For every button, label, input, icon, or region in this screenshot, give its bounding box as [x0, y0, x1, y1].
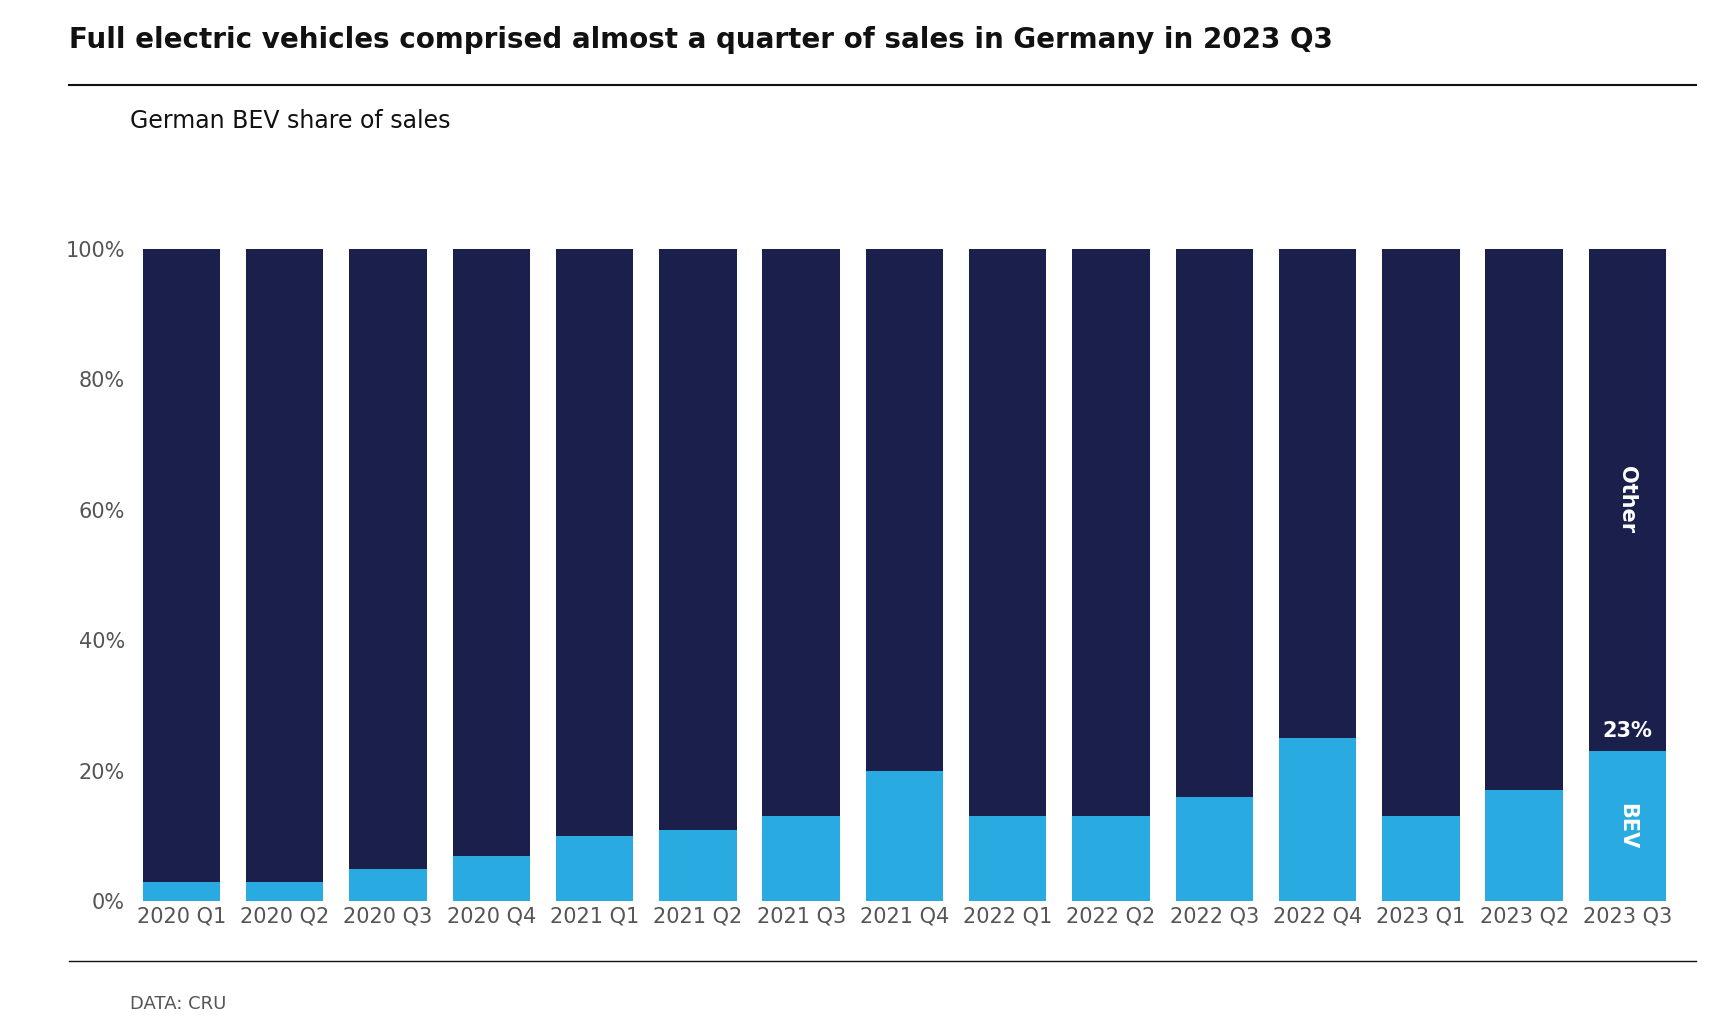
Bar	[865, 249, 943, 771]
Bar	[1484, 790, 1562, 901]
Bar	[349, 868, 427, 901]
Bar	[1484, 249, 1562, 790]
Bar	[1278, 738, 1356, 901]
Bar	[1588, 751, 1666, 901]
Bar	[1278, 249, 1356, 738]
Bar	[246, 249, 324, 882]
Bar	[659, 830, 737, 901]
Text: DATA: CRU: DATA: CRU	[130, 996, 227, 1013]
Bar	[761, 816, 839, 901]
Bar	[659, 249, 737, 830]
Text: 23%: 23%	[1602, 721, 1652, 742]
Bar	[1175, 249, 1253, 797]
Bar	[1071, 816, 1149, 901]
Bar	[865, 771, 943, 901]
Bar	[761, 249, 839, 816]
Bar	[555, 249, 633, 836]
Bar	[969, 816, 1047, 901]
Bar	[555, 836, 633, 901]
Bar	[142, 249, 220, 882]
Text: BEV: BEV	[1616, 803, 1637, 850]
Bar	[969, 249, 1047, 816]
Text: German BEV share of sales: German BEV share of sales	[130, 109, 450, 133]
Bar	[1381, 249, 1458, 816]
Bar	[349, 249, 427, 868]
Bar	[452, 249, 529, 856]
Bar	[142, 882, 220, 901]
Bar	[246, 882, 324, 901]
Bar	[1381, 816, 1458, 901]
Bar	[1071, 249, 1149, 816]
Bar	[1588, 249, 1666, 751]
Bar	[1175, 797, 1253, 901]
Text: Full electric vehicles comprised almost a quarter of sales in Germany in 2023 Q3: Full electric vehicles comprised almost …	[69, 26, 1332, 54]
Text: Other: Other	[1616, 466, 1637, 534]
Bar	[452, 856, 529, 901]
